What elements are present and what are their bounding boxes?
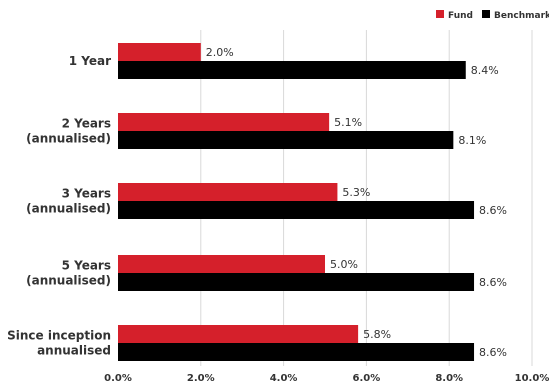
benchmark-bar — [118, 61, 466, 79]
category-label-line: (annualised) — [26, 274, 111, 288]
fund-value-label: 5.3% — [342, 186, 370, 199]
category-label-line: (annualised) — [26, 132, 111, 146]
x-tick-label: 0.0% — [104, 373, 132, 384]
benchmark-value-label: 8.4% — [471, 64, 499, 77]
category-label-line: Since inception — [7, 329, 111, 343]
benchmark-value-label: 8.6% — [479, 204, 507, 217]
fund-value-label: 5.8% — [363, 328, 391, 341]
category-label: 5 Years (annualised) — [26, 259, 111, 288]
x-tick-label: 6.0% — [353, 373, 381, 384]
x-tick-label: 10.0% — [515, 373, 549, 384]
category-label-line: 5 Years — [62, 259, 111, 273]
benchmark-value-label: 8.6% — [479, 346, 507, 359]
fund-bar — [118, 255, 325, 273]
category-label-line: annualised — [37, 344, 111, 358]
fund-bar — [118, 113, 330, 131]
x-axis: 0.0% 2.0% 4.0% 6.0% 8.0% 10.0% — [104, 373, 549, 384]
category-label: 3 Years (annualised) — [26, 187, 111, 216]
fund-bar — [118, 43, 201, 61]
benchmark-bar — [118, 131, 454, 149]
legend: Fund Benchmark — [436, 10, 549, 21]
category-label: Since inception annualised — [7, 329, 111, 358]
category-label-line: 1 Year — [69, 54, 111, 68]
category-label-line: 3 Years — [62, 187, 111, 201]
fund-value-label: 5.1% — [334, 116, 362, 129]
category-label-line: (annualised) — [26, 202, 111, 216]
bars-layer — [118, 43, 475, 361]
benchmark-bar — [118, 201, 475, 219]
x-tick-label: 8.0% — [435, 373, 463, 384]
legend-fund-label: Fund — [448, 11, 473, 21]
grid-layer — [200, 30, 533, 366]
legend-fund-swatch — [436, 10, 444, 18]
fund-bar — [118, 325, 359, 343]
legend-benchmark-swatch — [482, 10, 490, 18]
category-label-line: 2 Years — [62, 117, 111, 131]
category-label: 2 Years (annualised) — [26, 117, 111, 146]
fund-bar — [118, 183, 338, 201]
category-label: 1 Year — [69, 54, 111, 68]
benchmark-value-label: 8.6% — [479, 276, 507, 289]
legend-benchmark-label: Benchmark — [494, 11, 549, 21]
fund-value-label: 2.0% — [206, 46, 234, 59]
x-tick-label: 2.0% — [187, 373, 215, 384]
benchmark-bar — [118, 273, 475, 291]
benchmark-bar — [118, 343, 475, 361]
fund-value-label: 5.0% — [330, 258, 358, 271]
x-tick-label: 4.0% — [270, 373, 298, 384]
benchmark-value-label: 8.1% — [458, 134, 486, 147]
